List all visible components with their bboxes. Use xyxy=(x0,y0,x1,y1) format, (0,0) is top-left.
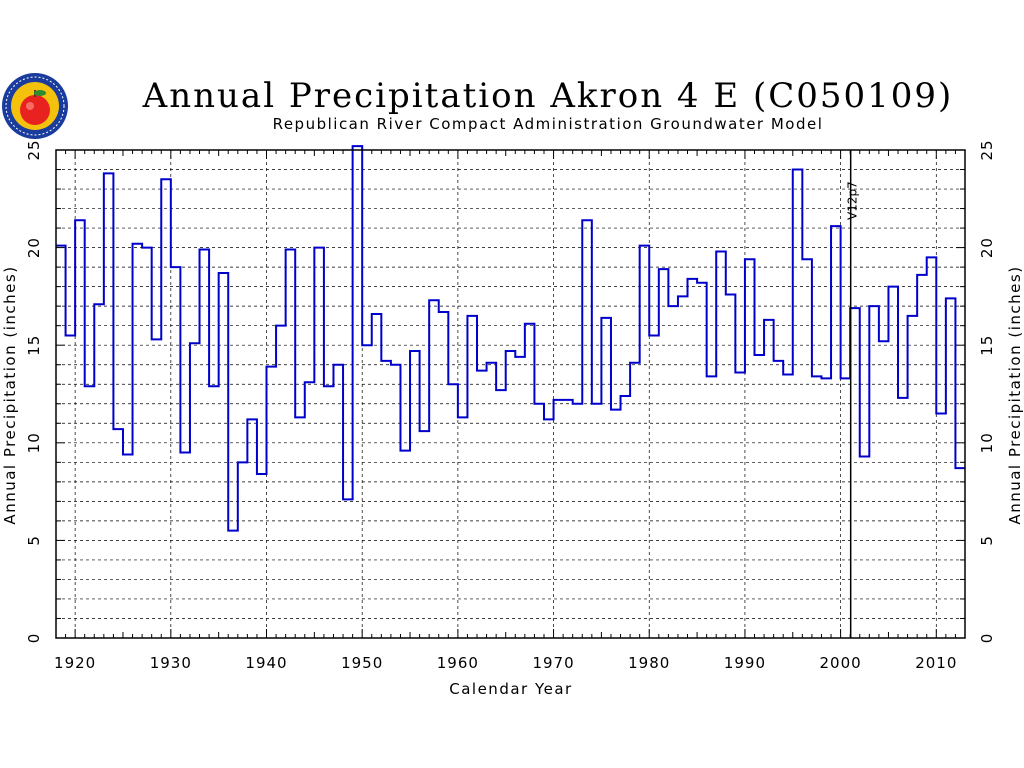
y-tick-label-left: 0 xyxy=(25,633,43,644)
chart-subtitle: Republican River Compact Administration … xyxy=(273,115,824,133)
x-tick-label: 1990 xyxy=(724,654,766,672)
x-tick-label: 1970 xyxy=(532,654,574,672)
x-tick-label: 1980 xyxy=(628,654,670,672)
y-tick-label-right: 0 xyxy=(978,633,996,644)
annotation-label: V12p7 xyxy=(846,181,860,220)
annotation: V12p7 xyxy=(846,150,860,638)
y-tick-label-left: 20 xyxy=(25,237,43,258)
x-tick-label: 2000 xyxy=(820,654,862,672)
y-tick-label-right: 15 xyxy=(978,335,996,356)
series-line xyxy=(56,145,965,532)
x-tick-label: 1950 xyxy=(341,654,383,672)
y-tick-label-right: 10 xyxy=(978,432,996,453)
x-tick-label: 1940 xyxy=(245,654,287,672)
y-tick-label-left: 5 xyxy=(25,535,43,546)
x-tick-label: 1930 xyxy=(150,654,192,672)
apple-seal-logo xyxy=(2,73,68,139)
plot-frame xyxy=(55,149,966,639)
x-tick-label: 1960 xyxy=(437,654,479,672)
x-axis-label: Calendar Year xyxy=(449,680,572,698)
x-tick-label: 2010 xyxy=(915,654,957,672)
series-precipitation xyxy=(56,145,965,532)
x-tick-label: 1920 xyxy=(54,654,96,672)
grid xyxy=(56,150,965,638)
y-tick-label-right: 20 xyxy=(978,237,996,258)
y-axis-label-right: Annual Precipitation (inches) xyxy=(1006,265,1024,524)
y-tick-label-left: 15 xyxy=(25,335,43,356)
chart-title: Annual Precipitation Akron 4 E (C050109) xyxy=(142,76,954,116)
y-tick-label-left: 10 xyxy=(25,432,43,453)
y-axis-label-left: Annual Precipitation (inches) xyxy=(1,265,19,524)
y-tick-label-right: 5 xyxy=(978,535,996,546)
y-tick-label-right: 25 xyxy=(978,139,996,160)
y-tick-label-left: 25 xyxy=(25,139,43,160)
